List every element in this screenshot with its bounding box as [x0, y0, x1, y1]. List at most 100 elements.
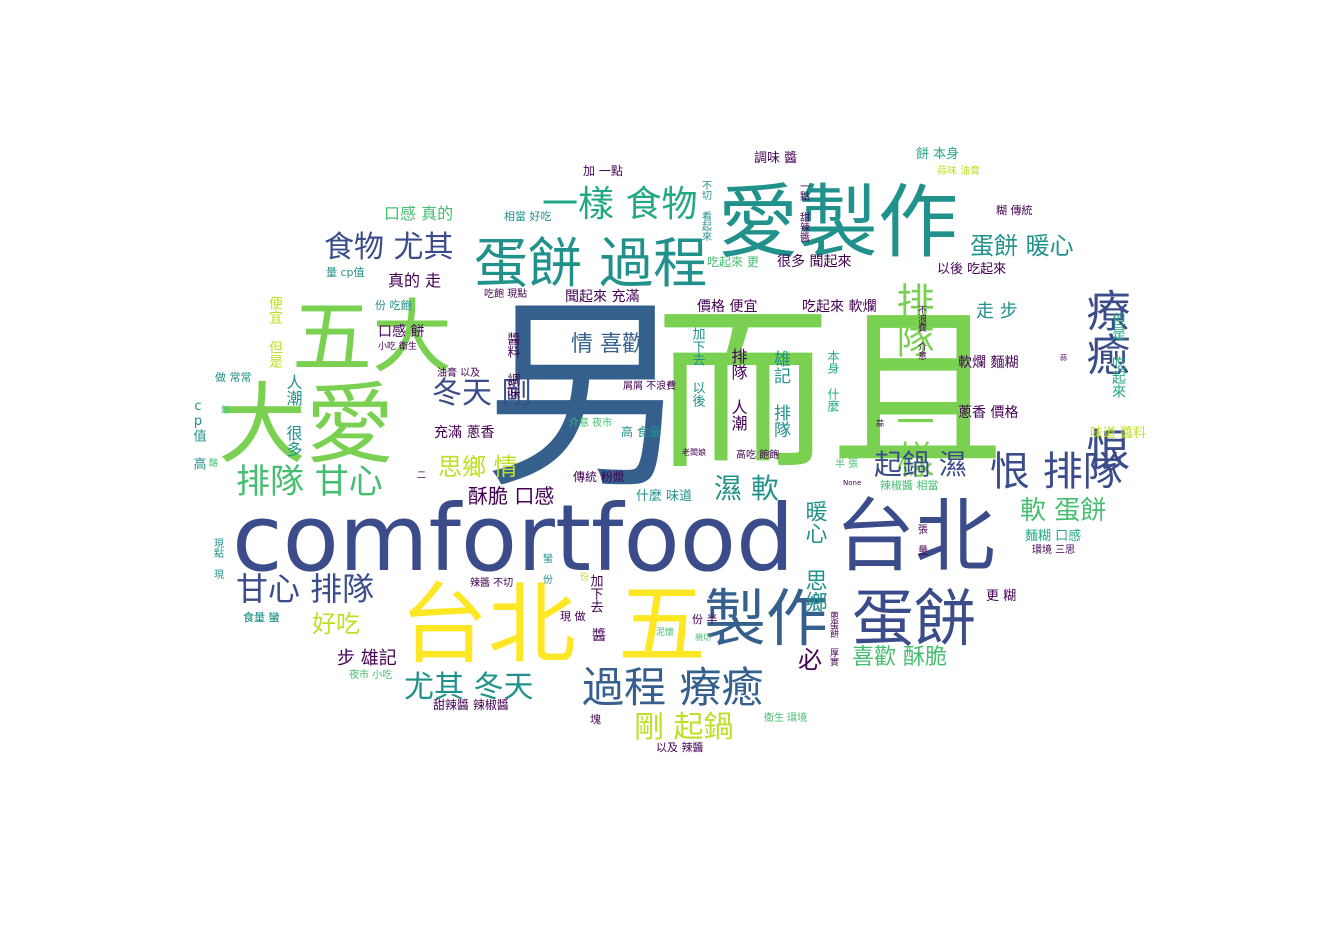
word-cloud-word: 蔥香 價格	[958, 404, 1018, 421]
word-cloud-word: 好吃	[312, 610, 360, 638]
word-cloud-word: 以後 吃起來	[937, 261, 1006, 277]
word-cloud-word: 大愛	[218, 373, 394, 476]
word-cloud-word: 油膏 以及	[437, 366, 480, 379]
word-cloud-word: 軟爛 麵糊	[958, 355, 1018, 371]
word-cloud-word: 口感 餅	[378, 323, 424, 340]
word-cloud-word: 蠻 份	[541, 552, 553, 585]
word-cloud-word: 衛生 環境	[764, 711, 807, 724]
word-cloud-word: 排隊 人潮	[729, 348, 748, 432]
word-cloud-word: 很多 聞起來	[777, 253, 851, 270]
word-cloud-word: 台北	[400, 573, 576, 676]
word-cloud-word: 蒜	[1060, 353, 1067, 362]
word-cloud-word: 夜市 小吃	[349, 668, 392, 681]
word-cloud-word: 半 張	[835, 457, 858, 470]
word-cloud-word: 相當 好吃	[504, 209, 552, 223]
word-cloud-word: 必	[798, 646, 822, 674]
word-cloud-word: 蔥蛋餅 厚實	[828, 610, 839, 667]
word-cloud-word: 便宜 但是	[267, 296, 283, 369]
word-cloud-word: 現 做	[560, 609, 586, 623]
word-cloud-word: 食量 蠻	[243, 610, 280, 624]
word-cloud-word: 過程 療癒	[582, 663, 763, 712]
word-cloud-word: 小吃 衛生	[378, 340, 417, 352]
word-cloud-word: 吃起來 軟爛	[802, 299, 876, 315]
word-cloud-word: 恨 排隊	[990, 449, 1123, 495]
word-cloud-word: 高吃 飽飽	[736, 448, 779, 461]
word-cloud-word: 醬料 調味	[505, 331, 521, 399]
word-cloud-word: 聞起來 充滿	[565, 289, 639, 305]
word-cloud-word: 調味 醬	[754, 150, 797, 166]
word-cloud-word: None	[843, 479, 861, 487]
word-cloud-word: 人潮 很多	[284, 374, 303, 457]
word-cloud-word: 真的 走	[388, 271, 441, 290]
word-cloud-word: 酪	[209, 457, 218, 469]
word-cloud-word: 雄記 排隊	[770, 350, 791, 438]
word-cloud-word: 醬	[592, 627, 606, 644]
word-cloud-word: 蛋餅 過程	[474, 232, 707, 295]
word-cloud-word: 走 步	[976, 301, 1018, 322]
word-cloud-word: 糊 傳統	[996, 203, 1033, 217]
word-cloud-word: 另	[482, 279, 687, 517]
word-cloud-word: 剛 起鍋	[634, 710, 734, 745]
word-cloud-word: 辣椒醬 相當	[880, 478, 939, 492]
word-cloud-word: 蛋餅 暖心	[970, 232, 1074, 260]
word-cloud-word: 吃飽 現點	[484, 287, 527, 300]
word-cloud-word: 價格 便宜	[697, 298, 757, 315]
word-cloud-word: 五大	[292, 291, 452, 384]
word-cloud-word: 餅 本身	[916, 146, 959, 162]
word-cloud-word: 張 量	[916, 524, 928, 555]
word-cloud-word: 辣醬 不切	[470, 576, 513, 589]
word-cloud-word: 加 一點	[583, 164, 623, 178]
word-cloud-word: 加下去	[588, 574, 604, 613]
word-cloud-word: 愛製作	[718, 176, 958, 269]
word-cloud-word: 蒜	[876, 418, 884, 428]
word-cloud-word: 情 喜歡	[571, 332, 644, 357]
word-cloud-word: 食量 蠻	[243, 610, 280, 624]
word-cloud-word: 蒜味 油膏	[937, 164, 980, 177]
word-cloud-word: 加下去 以後	[690, 327, 706, 407]
word-cloud-word: 一樣 食物	[542, 184, 697, 225]
word-cloud-word: 一點 甜辣醬	[798, 181, 810, 243]
word-cloud-word: 但是 吃起來	[1110, 312, 1126, 398]
word-cloud-word: 份	[580, 571, 589, 583]
word-cloud-word: 做 常常	[215, 370, 252, 384]
word-cloud-word: 屑屑 不浪費	[623, 379, 676, 392]
word-cloud-word: 現點 現	[212, 538, 224, 580]
word-cloud-word: 環境 三思	[1032, 543, 1075, 556]
word-cloud-word: 以及 辣醬	[656, 740, 704, 754]
word-cloud-word: 軟 蛋餅	[1020, 496, 1106, 526]
word-cloud-word: 高 食量	[621, 424, 661, 439]
word-cloud-word: 酥脆 口感	[468, 484, 554, 508]
word-cloud-word: 老闆娘	[682, 447, 706, 457]
word-cloud-word: 起鍋 濕	[874, 448, 967, 481]
word-cloud-word: 台北	[835, 490, 995, 583]
word-cloud-word: cp值 高	[191, 399, 207, 470]
word-cloud-word: 泥懷	[656, 626, 674, 638]
word-cloud-word: 量 cp值	[326, 266, 365, 279]
word-cloud-word: 甘心 排隊	[236, 570, 374, 608]
word-cloud-word: 份 吃飽	[375, 298, 412, 312]
word-cloud-word: 喜歡 酥脆	[852, 645, 947, 670]
word-cloud-word: 甜辣醬 辣椒醬	[433, 697, 509, 712]
word-cloud-word: 傳統 粉漿	[573, 469, 625, 484]
word-cloud-word: 二	[417, 471, 426, 481]
word-cloud-word: 步 雄記	[337, 648, 397, 669]
word-cloud-word: 本身 什麼	[826, 350, 840, 413]
word-cloud-word: 充滿 蔥香	[434, 425, 494, 441]
word-cloud-word: 蛋餅	[852, 582, 976, 655]
word-cloud-word: 思鄉 情	[438, 453, 518, 481]
word-cloud-word: 份 半	[692, 612, 718, 626]
word-cloud-word: 什麼 味道	[636, 489, 692, 504]
word-cloud-word: 食物 尤其	[324, 230, 454, 265]
word-cloud-word: 製作	[704, 582, 828, 655]
word-cloud-word: comfortfood	[232, 485, 794, 592]
word-cloud-word: 暖心 思鄉	[802, 500, 828, 613]
word-cloud-word: 更 糊	[986, 588, 1016, 604]
word-cloud-word: 親切	[695, 632, 711, 642]
word-cloud-word: 尤其 冬天	[404, 670, 534, 705]
word-cloud-word: 熱	[221, 404, 230, 416]
word-cloud-word: 麵糊 口感	[1025, 528, 1081, 544]
word-cloud-word: 療癒 恨	[1079, 288, 1130, 471]
word-cloud-word: 五	[618, 573, 706, 676]
word-cloud-word: 排隊 一樣	[890, 282, 934, 478]
